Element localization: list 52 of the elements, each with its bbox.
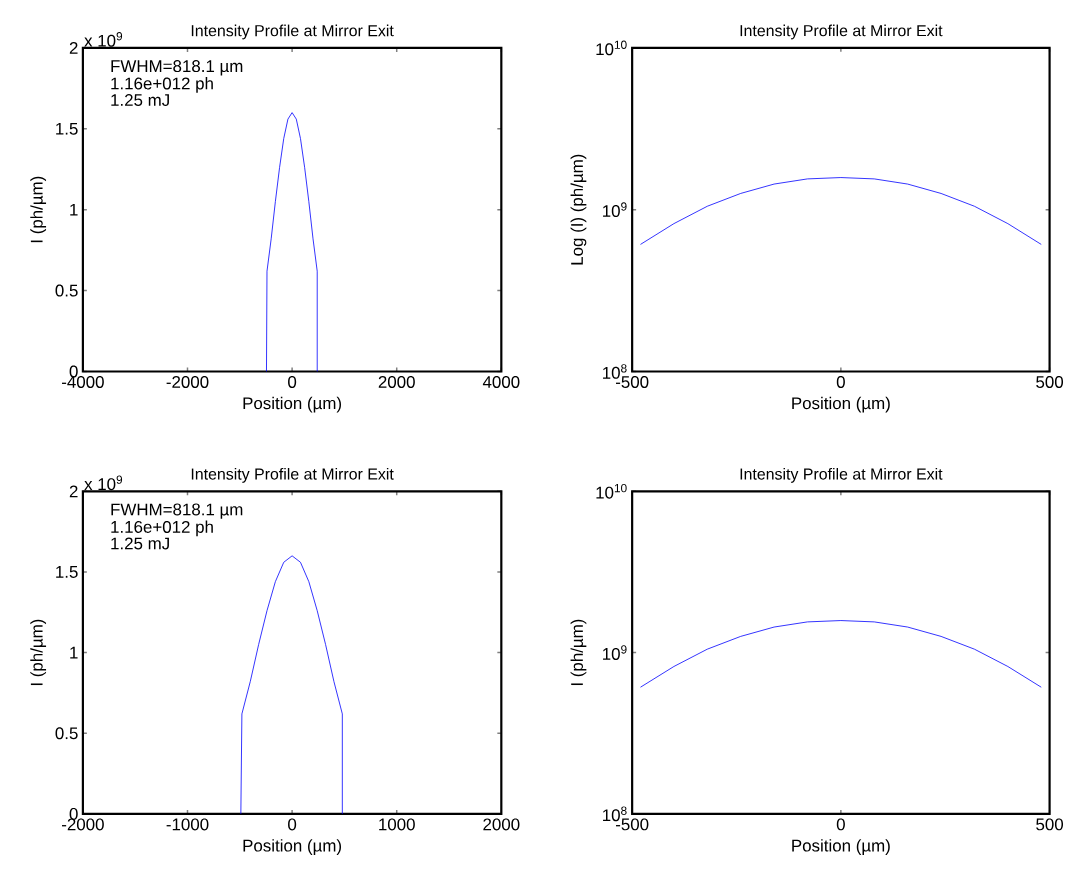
annotation: FWHM=818.1 µm: [111, 503, 243, 519]
y-tick-label: 1: [70, 646, 78, 659]
annotation: FWHM=818.1 µm: [111, 60, 243, 76]
annotation: 1.16e+012 ph: [111, 77, 213, 93]
y-axis-title: I (ph/µm): [570, 619, 587, 686]
annotation: 1.16e+012 ph: [111, 520, 213, 537]
x-axis-title: Position (µm): [792, 396, 890, 413]
y-tick-label: 10$^{9}$: [603, 202, 627, 218]
x-axis-title: Position (µm): [243, 839, 342, 856]
y-tick-label: 2: [69, 42, 78, 54]
y-axis-title: I (ph/µm): [30, 619, 47, 686]
x-tick-label: -2000: [166, 376, 209, 389]
x-tick-label: 2000: [483, 818, 520, 831]
y-tick-label: 1.5: [56, 566, 78, 578]
chart-title: Intensity Profile at Mirror Exit: [740, 24, 943, 40]
x-tick-label: 500: [1036, 818, 1064, 831]
y-tick-label: 10$^{10}$: [596, 40, 627, 56]
x-axis-title: Position (µm): [243, 396, 342, 413]
y-tick-label: 1.5: [56, 123, 78, 135]
y-tick-label: 10$^{9}$: [603, 645, 627, 661]
y-axis-title: I (ph/µm): [30, 176, 47, 243]
line-series: [640, 177, 1042, 245]
x-tick-label: 1000: [379, 818, 415, 831]
x-tick-label: 0: [288, 376, 297, 389]
x-tick-label: 4000: [482, 376, 520, 389]
y-tick-label: 0: [69, 365, 78, 378]
chart-title: Intensity Profile at Mirror Exit: [191, 468, 394, 483]
chart-title: Intensity Profile at Mirror Exit: [740, 468, 943, 483]
y-tick-label: 2: [69, 485, 78, 498]
text: x 10$^{9}$: [84, 32, 123, 47]
x-tick-label: 0: [836, 376, 845, 389]
line-series: [266, 112, 318, 372]
x-tick-label: -4000: [62, 376, 104, 389]
y-tick-label: 1: [70, 203, 78, 216]
chart-title: Intensity Profile at Mirror Exit: [191, 24, 394, 40]
y-tick-label: 0.5: [55, 727, 78, 740]
x-axis-title: Position (µm): [792, 839, 890, 856]
y-axis-title: Log (I) (ph/µm): [570, 154, 587, 265]
y-tick-label: 10$^{10}$: [596, 484, 627, 499]
line-series: [240, 555, 343, 815]
annotation: 1.25 mJ: [111, 537, 169, 550]
line-series: [640, 620, 1042, 688]
x-tick-label: 2000: [378, 376, 415, 389]
y-tick-label: 0.5: [55, 284, 78, 297]
x-tick-label: 0: [288, 818, 297, 831]
y-tick-label: 0: [69, 807, 78, 820]
x-tick-label: -2000: [62, 818, 104, 831]
annotation: 1.25 mJ: [111, 94, 169, 107]
text: x 10$^{9}$: [84, 475, 123, 491]
x-tick-label: 500: [1036, 376, 1064, 389]
x-tick-label: 0: [836, 818, 845, 831]
x-tick-label: -1000: [166, 818, 209, 831]
